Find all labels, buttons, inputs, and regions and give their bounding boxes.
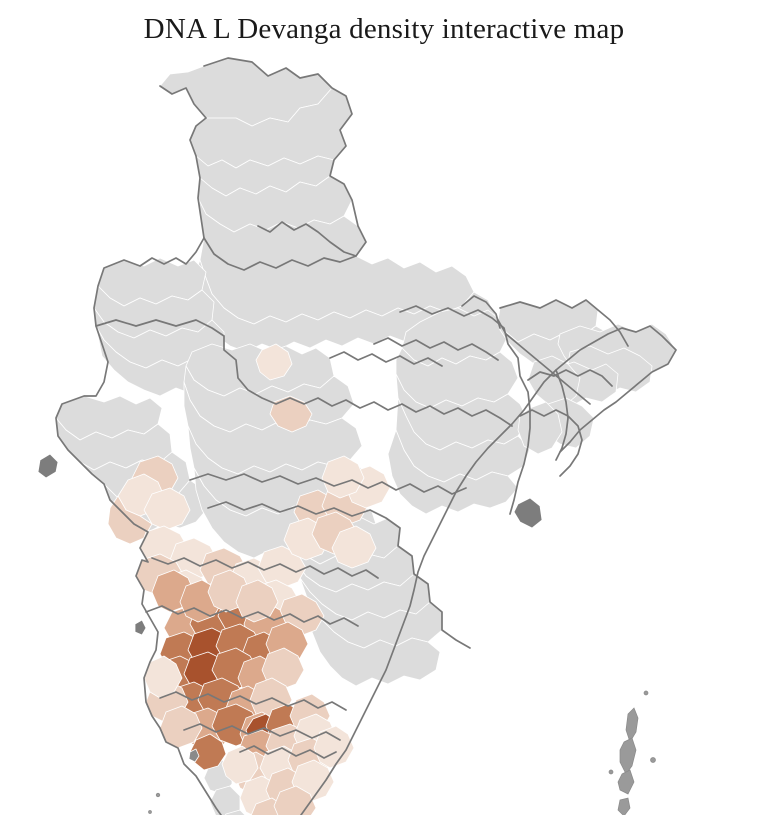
map-svg[interactable] bbox=[0, 52, 768, 815]
india-choropleth-map[interactable] bbox=[0, 52, 768, 815]
state-boundaries bbox=[55, 57, 677, 815]
districts-shaded bbox=[107, 343, 391, 815]
dark-grey-districts bbox=[37, 453, 543, 763]
districts-no-data bbox=[55, 57, 677, 815]
island-groups bbox=[148, 690, 656, 815]
page-title: DNA L Devanga density interactive map bbox=[143, 13, 625, 45]
